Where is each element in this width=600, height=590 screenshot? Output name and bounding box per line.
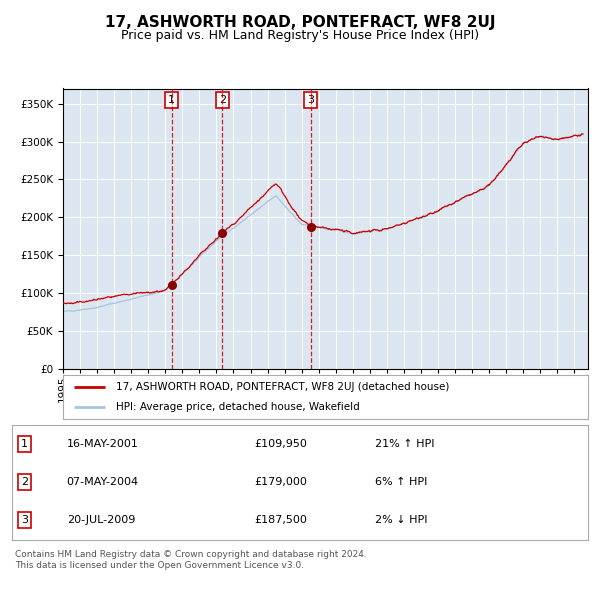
Text: This data is licensed under the Open Government Licence v3.0.: This data is licensed under the Open Gov… [15, 560, 304, 569]
Text: Price paid vs. HM Land Registry's House Price Index (HPI): Price paid vs. HM Land Registry's House … [121, 30, 479, 42]
Text: Contains HM Land Registry data © Crown copyright and database right 2024.: Contains HM Land Registry data © Crown c… [15, 550, 367, 559]
Text: 20-JUL-2009: 20-JUL-2009 [67, 515, 135, 525]
Text: 17, ASHWORTH ROAD, PONTEFRACT, WF8 2UJ (detached house): 17, ASHWORTH ROAD, PONTEFRACT, WF8 2UJ (… [115, 382, 449, 392]
Text: 16-MAY-2001: 16-MAY-2001 [67, 440, 139, 450]
Text: 1: 1 [168, 95, 175, 105]
Text: 6% ↑ HPI: 6% ↑ HPI [375, 477, 427, 487]
Text: £109,950: £109,950 [254, 440, 307, 450]
Text: 21% ↑ HPI: 21% ↑ HPI [375, 440, 434, 450]
Text: 2: 2 [21, 477, 28, 487]
Text: £179,000: £179,000 [254, 477, 307, 487]
Text: 07-MAY-2004: 07-MAY-2004 [67, 477, 139, 487]
Text: 1: 1 [21, 440, 28, 450]
Text: 2: 2 [219, 95, 226, 105]
Text: HPI: Average price, detached house, Wakefield: HPI: Average price, detached house, Wake… [115, 402, 359, 412]
Text: 2% ↓ HPI: 2% ↓ HPI [375, 515, 427, 525]
Text: £187,500: £187,500 [254, 515, 307, 525]
Text: 3: 3 [21, 515, 28, 525]
Text: 3: 3 [307, 95, 314, 105]
Text: 17, ASHWORTH ROAD, PONTEFRACT, WF8 2UJ: 17, ASHWORTH ROAD, PONTEFRACT, WF8 2UJ [105, 15, 495, 30]
